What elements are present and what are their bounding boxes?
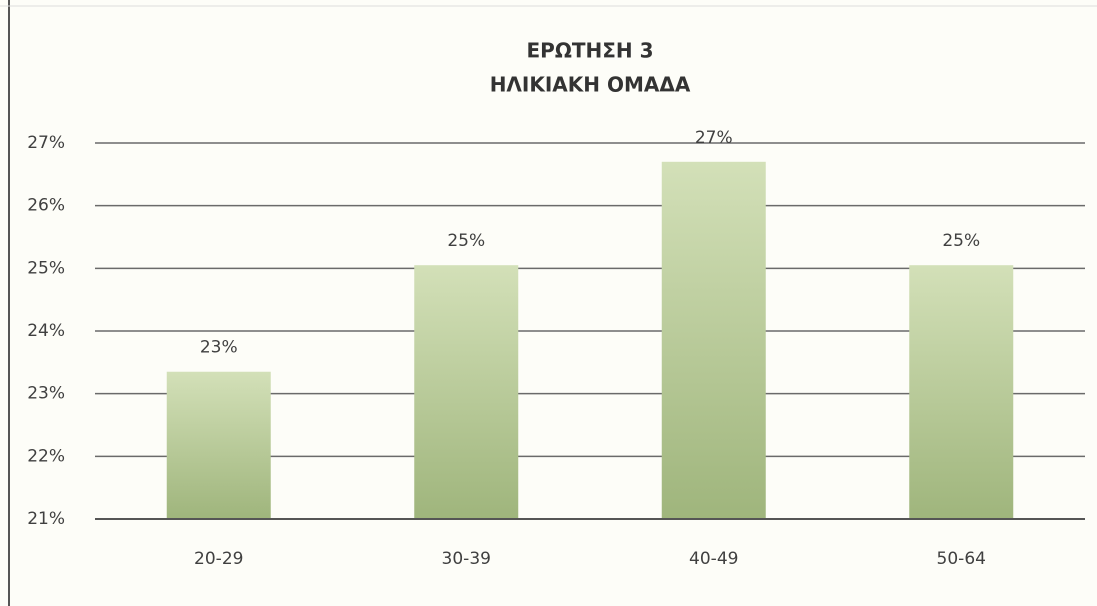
x-tick-label: 40-49 [689,549,738,569]
value-label: 25% [942,231,980,251]
y-tick-label: 26% [27,196,65,216]
y-tick-label: 27% [27,133,65,153]
y-tick-label: 24% [27,321,65,341]
y-tick-label: 25% [27,258,65,278]
y-tick-label: 23% [27,384,65,404]
bar [661,161,766,520]
value-label: 23% [200,338,238,358]
bar [909,265,1014,519]
bar [414,265,519,519]
bar [166,371,271,519]
x-tick-label: 50-64 [937,549,986,569]
chart-title: ΕΡΩΤΗΣΗ 3 [527,39,654,63]
value-label: 25% [447,231,485,251]
x-tick-label: 20-29 [194,549,243,569]
chart-subtitle: ΗΛΙΚΙΑΚΗ ΟΜΑΔΑ [490,73,691,97]
value-label: 27% [695,128,733,148]
y-tick-label: 22% [27,446,65,466]
y-tick-label: 21% [27,509,65,529]
x-tick-label: 30-39 [442,549,491,569]
